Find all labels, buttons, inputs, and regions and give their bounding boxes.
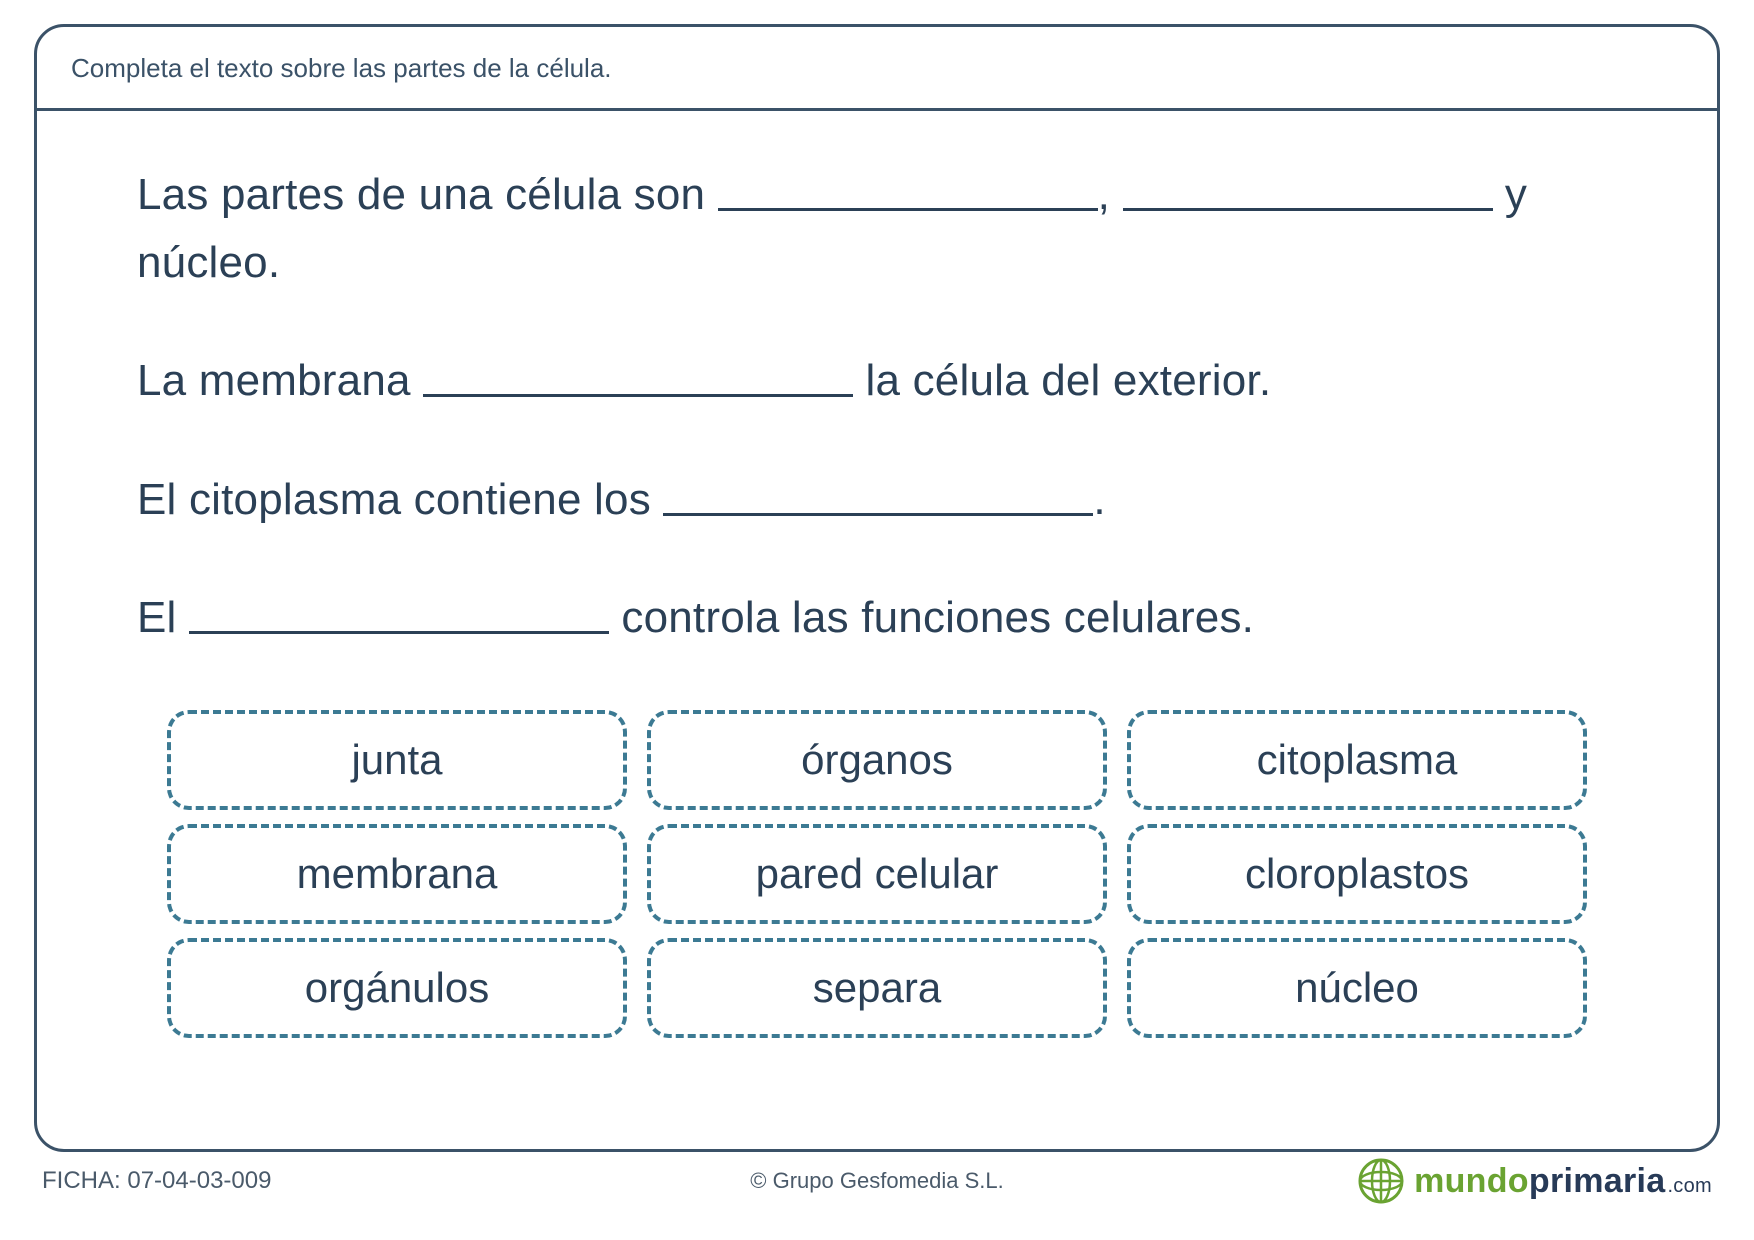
answer-option[interactable]: junta — [167, 710, 627, 810]
page-footer: FICHA: 07-04-03-009 © Grupo Gesfomedia S… — [42, 1158, 1712, 1204]
worksheet-sheet: Completa el texto sobre las partes de la… — [34, 24, 1720, 1152]
sentence: El controla las funciones celulares. — [137, 584, 1617, 652]
answer-option[interactable]: pared celular — [647, 824, 1107, 924]
sentence: Las partes de una célula son , y núcleo. — [137, 161, 1617, 297]
ficha-number: 07-04-03-009 — [127, 1167, 271, 1194]
copyright-text: © Grupo Gesfomedia S.L. — [750, 1168, 1003, 1194]
brand-logo: mundoprimaria.com — [1358, 1158, 1712, 1204]
brand-word-mundo: mundo — [1414, 1162, 1529, 1200]
brand-text: mundoprimaria.com — [1414, 1162, 1712, 1201]
sentence: El citoplasma contiene los . — [137, 466, 1617, 534]
answer-option[interactable]: núcleo — [1127, 938, 1587, 1038]
sentence-text: controla las funciones celulares. — [609, 593, 1254, 642]
content-area: Las partes de una célula son , y núcleo.… — [37, 111, 1717, 1068]
sentence-text: la célula del exterior. — [853, 356, 1271, 405]
answer-option[interactable]: citoplasma — [1127, 710, 1587, 810]
answer-option[interactable]: cloroplastos — [1127, 824, 1587, 924]
fill-blank[interactable] — [423, 351, 853, 397]
brand-suffix: .com — [1667, 1175, 1712, 1197]
answer-option[interactable]: separa — [647, 938, 1107, 1038]
answer-option[interactable]: membrana — [167, 824, 627, 924]
fill-blank[interactable] — [1123, 165, 1493, 211]
ficha-code: FICHA: 07-04-03-009 — [42, 1167, 271, 1195]
sentence-text: , — [1098, 170, 1123, 219]
ficha-label: FICHA: — [42, 1167, 127, 1194]
fill-blank[interactable] — [663, 469, 1093, 515]
sentence-text: El citoplasma contiene los — [137, 475, 663, 524]
fill-in-sentences: Las partes de una célula son , y núcleo.… — [137, 161, 1617, 652]
brand-word-primaria: primaria — [1529, 1162, 1666, 1200]
sentence-text: El — [137, 593, 189, 642]
instruction-text: Completa el texto sobre las partes de la… — [37, 27, 1717, 111]
sentence-text: Las partes de una célula son — [137, 170, 718, 219]
answer-options-grid: juntaórganoscitoplasma membranapared celu… — [137, 702, 1617, 1038]
sentence: La membrana la célula del exterior. — [137, 347, 1617, 415]
sentence-text: La membrana — [137, 356, 423, 405]
answer-option[interactable]: órganos — [647, 710, 1107, 810]
fill-blank[interactable] — [718, 165, 1098, 211]
sentence-text: . — [1093, 475, 1105, 524]
answer-option[interactable]: orgánulos — [167, 938, 627, 1038]
fill-blank[interactable] — [189, 588, 609, 634]
globe-icon — [1358, 1158, 1404, 1204]
